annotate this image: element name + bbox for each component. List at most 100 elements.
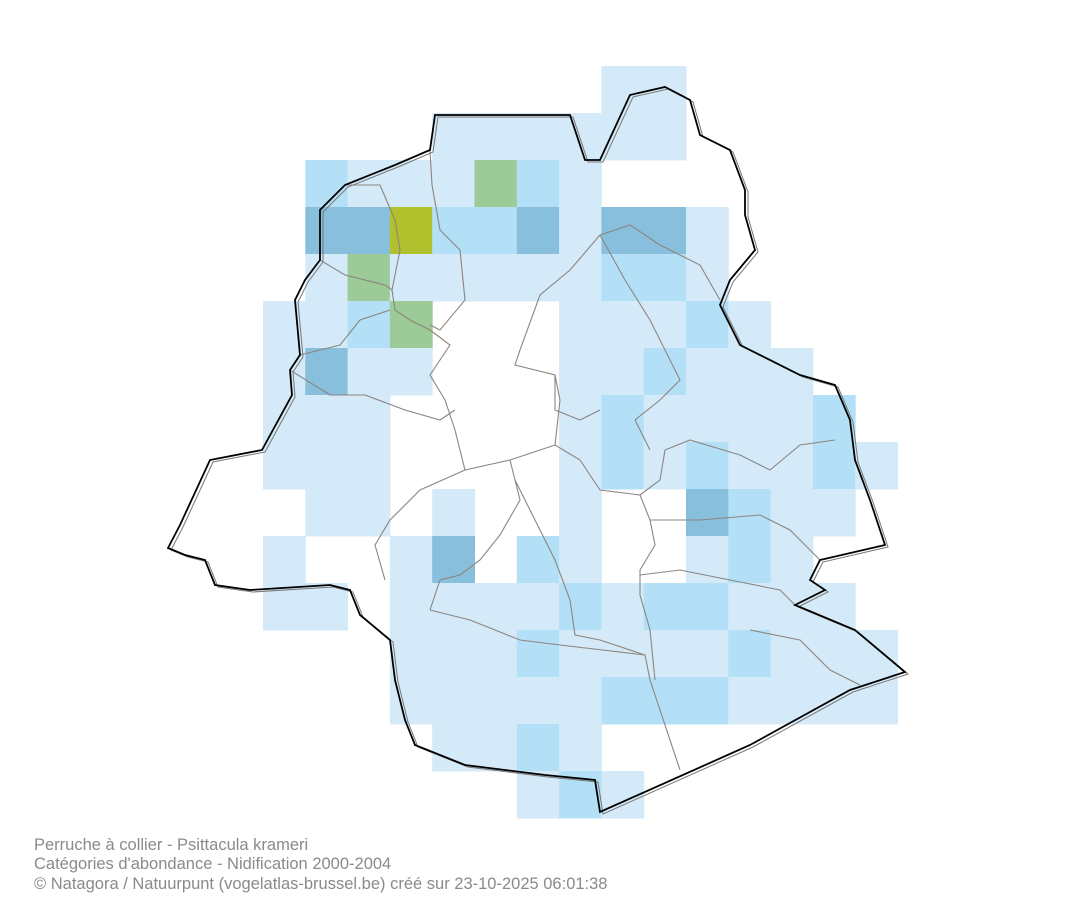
grid-cell [643,395,687,443]
grid-cell [389,583,433,631]
grid-cell [516,113,560,161]
grid-cell [601,207,645,255]
grid-cell [305,489,349,537]
grid-cell [812,583,856,631]
grid-cell [389,254,433,302]
grid-cell [474,113,518,161]
grid-cell [686,442,729,490]
grid-cell [516,771,560,819]
region-outline-shadow [170,88,910,815]
grid-cell [305,207,349,255]
grid-cell [347,301,391,349]
grid-cell [432,583,475,631]
grid-cell [432,677,475,725]
grid-cell [516,207,560,255]
grid-cell [812,489,856,537]
grid-cell [305,301,349,349]
grid-cell [601,301,645,349]
grid-cell [855,677,898,725]
grid-cell [559,536,602,584]
caption-credit: © Natagora / Natuurpunt (vogelatlas-brus… [34,875,608,893]
grid-cell [643,583,687,631]
grid-cell [559,301,602,349]
grid-cell [770,489,814,537]
grid-cell [263,536,306,584]
grid-cell [305,348,349,396]
grid-cell [643,677,687,725]
grid-cell [559,583,602,631]
grid-cell [686,489,729,537]
grid-cell [305,160,349,208]
grid-cell [305,442,349,490]
grid-cell [432,207,475,255]
grid-cell [263,442,306,490]
grid-cell [643,254,687,302]
grid-cell [770,630,814,678]
grid-cell [812,630,856,678]
grid-cell [474,160,518,208]
grid-cell [728,301,772,349]
grid-cell [601,254,645,302]
grid-cell [559,113,602,161]
grid-cell [770,583,814,631]
grid-cell [347,395,391,443]
grid-cell [305,395,349,443]
grid-cell [516,254,560,302]
grid-cell [559,207,602,255]
grid-cell [770,442,814,490]
grid-cell [686,207,729,255]
grid-cell [516,160,560,208]
grid-cell [559,395,602,443]
grid-cell [559,724,602,772]
grid-cell [686,583,729,631]
grid-cell [432,160,475,208]
grid-cell [559,630,602,678]
grid-cell [347,489,391,537]
grid-cell [516,630,560,678]
grid-cell [474,583,518,631]
grid-cell [812,442,856,490]
grid-cell [389,348,433,396]
grid-cell [686,630,729,678]
grid-cell [728,395,772,443]
grid-cell [389,301,433,349]
grid-cell [686,348,729,396]
grid-cell [559,677,602,725]
grid-cell [601,677,645,725]
grid-cell [643,348,687,396]
grid-cell [474,254,518,302]
grid-cell [432,724,475,772]
grid-cell [516,583,560,631]
grid-cell [601,66,645,114]
district-borders [289,149,861,771]
grid-cell [432,113,475,161]
grid-cell [728,489,772,537]
grid-cell [559,489,602,537]
grid-cell [601,348,645,396]
grid-cell [347,207,391,255]
grid-cell [305,583,349,631]
grid-cell [728,630,772,678]
grid-cell [474,724,518,772]
grid-cell [601,113,645,161]
grid-cells [263,66,898,819]
grid-cell [389,630,433,678]
grid-cell [686,677,729,725]
grid-cell [770,536,814,584]
grid-cell [305,254,349,302]
grid-cell [643,630,687,678]
grid-cell [643,113,687,161]
grid-cell [389,536,433,584]
grid-cell [432,489,475,537]
grid-cell [855,442,898,490]
grid-cell [728,348,772,396]
grid-cell [516,724,560,772]
caption-species: Perruche à collier - Psittacula krameri [34,836,308,854]
grid-cell [474,630,518,678]
grid-cell [347,442,391,490]
grid-cell [516,677,560,725]
grid-cell [347,348,391,396]
grid-cell [601,395,645,443]
grid-cell [728,583,772,631]
